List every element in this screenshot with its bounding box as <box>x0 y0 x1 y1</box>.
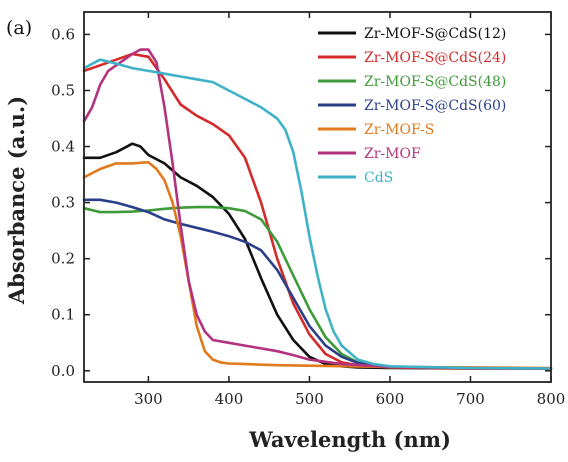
panel-label: (a) <box>6 17 32 39</box>
x-tick-label-4: 700 <box>456 390 485 408</box>
y-tick-label-2: 0.2 <box>51 250 75 268</box>
x-tick-label-1: 400 <box>215 390 244 408</box>
x-tick-label-0: 300 <box>134 390 163 408</box>
x-tick-label-2: 500 <box>295 390 324 408</box>
legend-label-3: Zr-MOF-S@CdS(60) <box>364 98 506 114</box>
y-tick-label-0: 0.0 <box>51 362 75 380</box>
legend-label-4: Zr-MOF-S <box>364 122 434 138</box>
x-axis-title: Wavelength (nm) <box>248 427 451 452</box>
y-tick-label-6: 0.6 <box>51 25 75 43</box>
x-tick-label-5: 800 <box>537 390 566 408</box>
y-tick-label-5: 0.5 <box>51 81 75 99</box>
legend-label-0: Zr-MOF-S@CdS(12) <box>364 26 506 42</box>
series-line-4 <box>82 160 553 370</box>
plot-frame <box>83 11 552 383</box>
plot-area: 300 400 500 600 700 800 0.0 0.1 0.2 0.3 0.4 0.5 0.6 <box>51 11 566 408</box>
legend: Zr-MOF-S@CdS(12) Zr-MOF-S@CdS(24) Zr-MOF-S… <box>318 26 506 186</box>
y-tick-label-4: 0.4 <box>51 138 75 156</box>
x-tick-label-3: 600 <box>376 390 405 408</box>
legend-label-2: Zr-MOF-S@CdS(48) <box>364 74 506 90</box>
y-tick-label-3: 0.3 <box>51 194 75 212</box>
legend-label-6: CdS <box>364 170 393 186</box>
legend-label-1: Zr-MOF-S@CdS(24) <box>364 50 506 66</box>
y-axis-title: Absorbance (a.u.) <box>4 96 29 305</box>
series-line-6 <box>82 58 553 370</box>
y-tick-label-1: 0.1 <box>51 306 75 324</box>
legend-label-5: Zr-MOF <box>364 146 421 162</box>
